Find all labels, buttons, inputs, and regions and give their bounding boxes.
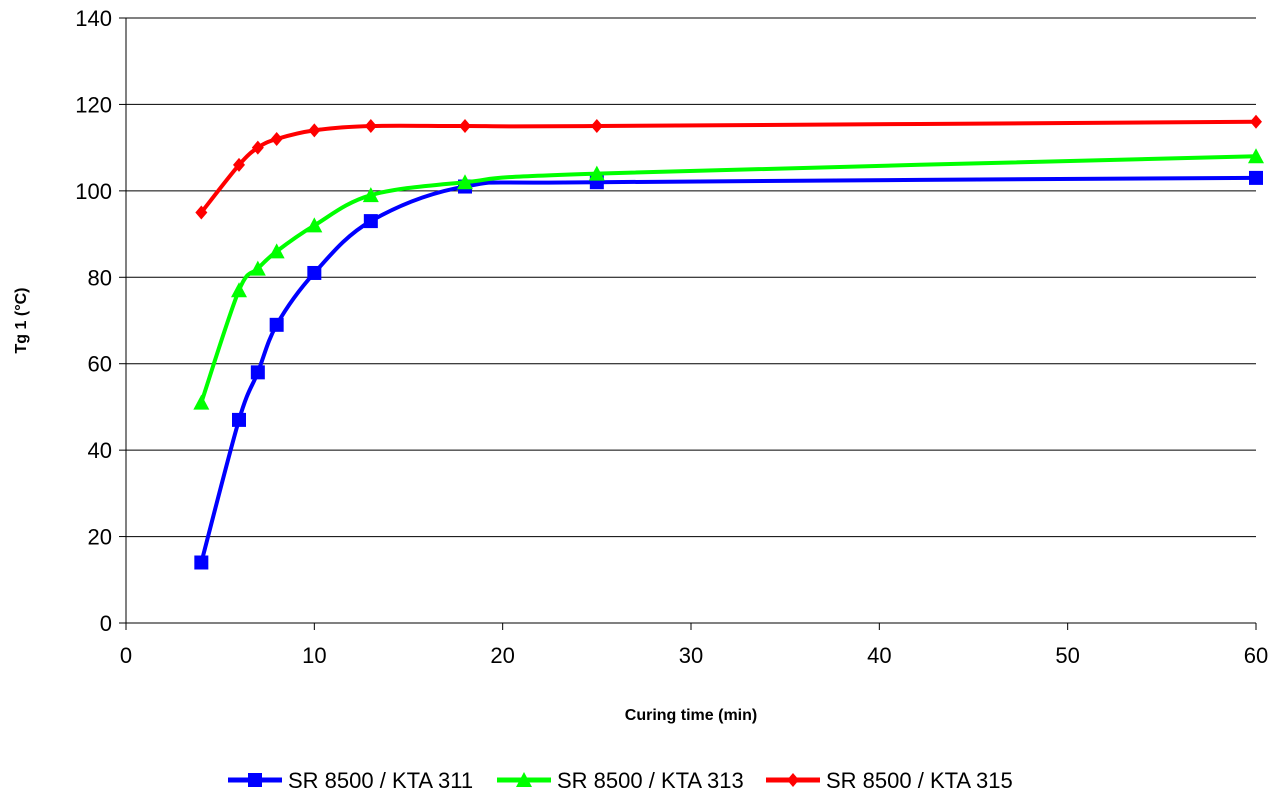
legend-item: SR 8500 / KTA 311 bbox=[228, 768, 473, 793]
legend-item: SR 8500 / KTA 315 bbox=[766, 768, 1013, 793]
data-point bbox=[362, 187, 379, 203]
legend-marker bbox=[516, 772, 532, 787]
gridlines bbox=[126, 17, 1256, 538]
data-point bbox=[1250, 114, 1262, 129]
data-point bbox=[308, 123, 321, 138]
data-point bbox=[588, 165, 605, 181]
x-tick-label: 50 bbox=[1055, 643, 1079, 668]
series-line bbox=[199, 175, 1257, 564]
data-point bbox=[590, 119, 603, 134]
data-point bbox=[231, 282, 247, 298]
x-tick-label: 30 bbox=[679, 643, 703, 668]
legend-marker bbox=[248, 773, 262, 787]
x-axis-title: Curing time (min) bbox=[625, 707, 757, 724]
series-2 bbox=[193, 148, 1264, 410]
tick-labels: 0 20 40 60 80 100 120 140 0 10 20 30 40 50 60 bbox=[75, 6, 1268, 668]
y-tick-label: 120 bbox=[75, 92, 112, 117]
series-group bbox=[193, 114, 1264, 570]
data-point bbox=[364, 119, 377, 134]
y-tick-label: 20 bbox=[88, 525, 112, 550]
data-point bbox=[363, 214, 378, 229]
legend-item: SR 8500 / KTA 313 bbox=[497, 768, 744, 793]
data-point bbox=[307, 265, 322, 280]
x-tick-label: 60 bbox=[1244, 643, 1268, 668]
y-axis-title: Tg 1 (°C) bbox=[13, 288, 30, 354]
legend: SR 8500 / KTA 311 SR 8500 / KTA 313 SR 850… bbox=[228, 768, 1013, 793]
y-tick-label: 40 bbox=[88, 438, 112, 463]
x-tick-label: 20 bbox=[490, 643, 514, 668]
series-3 bbox=[195, 114, 1262, 220]
data-point bbox=[269, 317, 284, 332]
data-point bbox=[457, 174, 473, 190]
y-tick-label: 100 bbox=[75, 179, 112, 204]
legend-label: SR 8500 / KTA 313 bbox=[557, 768, 744, 793]
data-point bbox=[459, 119, 471, 134]
x-tick-label: 0 bbox=[120, 643, 132, 668]
y-tick-label: 80 bbox=[88, 265, 112, 290]
data-point bbox=[1249, 170, 1263, 185]
data-point bbox=[268, 243, 285, 259]
y-tick-label: 60 bbox=[88, 352, 112, 377]
legend-label: SR 8500 / KTA 315 bbox=[826, 768, 1013, 793]
y-tick-label: 140 bbox=[75, 6, 112, 31]
data-point bbox=[194, 555, 209, 570]
y-tick-label: 0 bbox=[100, 611, 112, 636]
series-line bbox=[199, 154, 1257, 404]
x-tick-label: 10 bbox=[302, 643, 326, 668]
x-tick-label: 40 bbox=[867, 643, 891, 668]
data-point bbox=[1248, 148, 1264, 164]
data-point bbox=[249, 260, 266, 276]
data-point bbox=[195, 205, 208, 220]
legend-marker bbox=[787, 773, 799, 787]
series-1 bbox=[194, 170, 1263, 570]
data-point bbox=[306, 217, 323, 233]
data-point bbox=[250, 365, 265, 380]
data-point bbox=[270, 132, 283, 146]
data-point bbox=[193, 394, 210, 410]
data-point bbox=[251, 140, 264, 155]
data-point bbox=[233, 157, 245, 172]
legend-label: SR 8500 / KTA 311 bbox=[288, 768, 473, 793]
axes bbox=[119, 17, 1257, 630]
data-point bbox=[232, 412, 246, 427]
